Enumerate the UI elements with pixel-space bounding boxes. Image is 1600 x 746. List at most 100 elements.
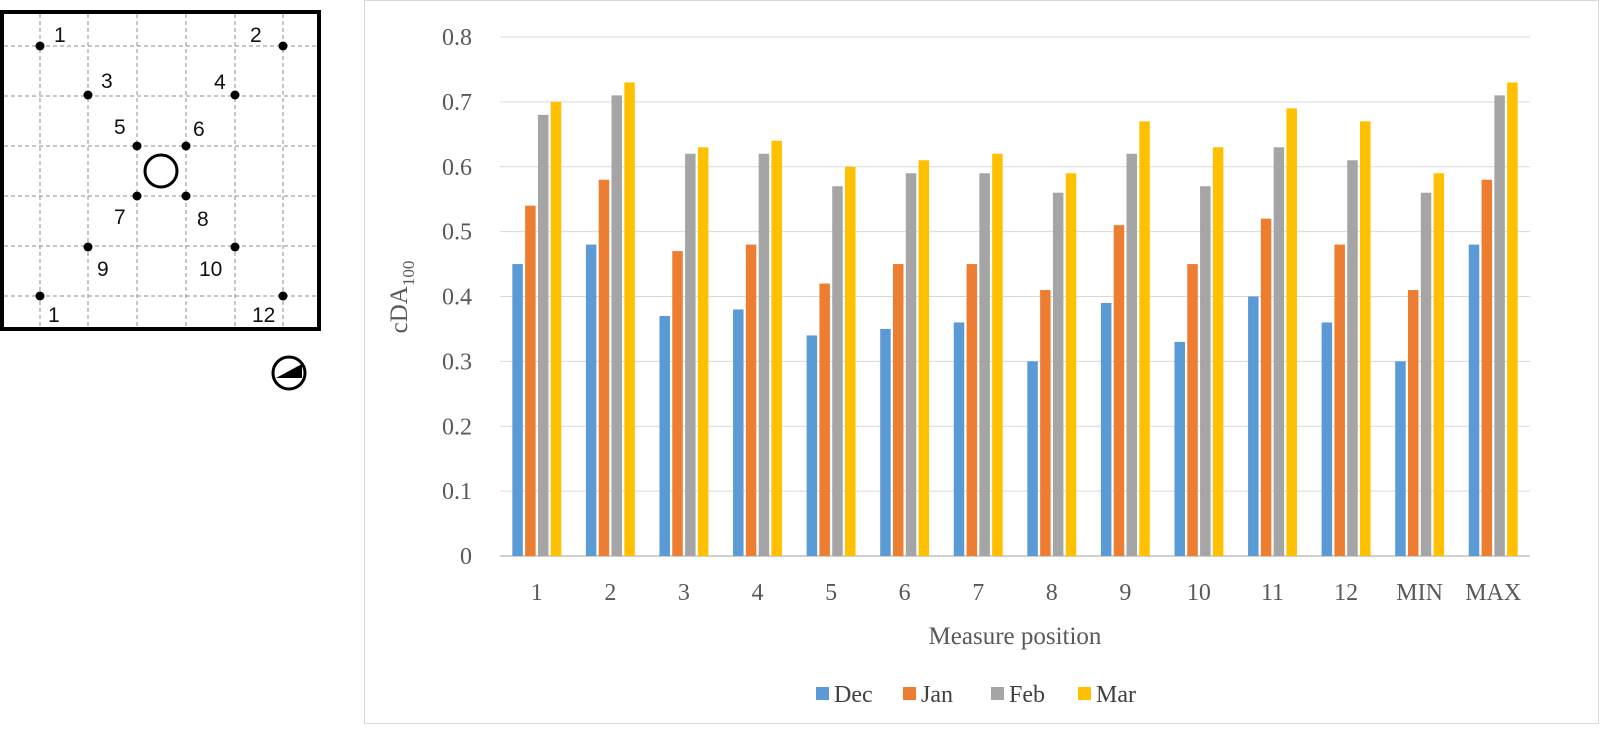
measure-point-dot: [35, 41, 45, 51]
legend-swatch: [991, 687, 1004, 700]
y-tick-label: 0: [460, 544, 472, 570]
bar-jan-6: [892, 264, 904, 556]
bar-mar-min: [1433, 173, 1445, 557]
bar-jan-9: [1113, 225, 1125, 556]
y-axis-title: cDA100: [386, 261, 418, 334]
measure-point-label: 1: [48, 304, 60, 327]
legend-swatch: [816, 687, 829, 700]
bar-mar-5: [845, 166, 856, 556]
bar-jan-1: [525, 205, 536, 557]
bar-jan-5: [819, 283, 830, 556]
x-tick-label: 2: [604, 580, 616, 606]
y-tick-label: 0.8: [442, 25, 472, 51]
measure-point-label: 9: [97, 258, 109, 281]
x-tick-label: 6: [899, 580, 911, 606]
measure-point-dot: [181, 191, 191, 201]
bar-dec-10: [1174, 341, 1185, 556]
bar-mar-12: [1360, 121, 1371, 557]
gridlines: [500, 36, 1530, 557]
y-tick-label: 0.1: [442, 479, 472, 505]
y-tick-label: 0.2: [442, 414, 472, 440]
bar-jan-8: [1040, 290, 1051, 556]
measure-point-7: 7: [114, 191, 142, 229]
measure-point-label: 1: [54, 24, 66, 47]
bar-dec-5: [806, 335, 818, 556]
measure-point-4: 4: [214, 71, 240, 100]
measure-point-label: 10: [199, 258, 222, 281]
bar-feb-4: [758, 153, 770, 556]
x-tick-label: 4: [752, 580, 764, 606]
floor-plan-grid: [4, 14, 317, 327]
x-tick-label: 7: [972, 580, 984, 606]
x-tick-label: 8: [1046, 580, 1058, 606]
bar-mar-10: [1212, 147, 1224, 556]
legend-label: Feb: [1009, 682, 1045, 708]
bar-feb-1: [537, 114, 549, 556]
legend-item-feb: Feb: [991, 682, 1045, 708]
x-axis-ticks: 1 2 3 4 5 6 7 8 9 10 11 12 MIN MAX: [531, 580, 1521, 606]
measure-point-dot: [83, 242, 93, 252]
bar-feb-8: [1052, 192, 1064, 556]
x-tick-label: MIN: [1396, 580, 1443, 606]
y-tick-label: 0.6: [442, 155, 472, 181]
measure-point-9: 9: [83, 242, 109, 281]
legend-label: Dec: [834, 682, 873, 708]
bar-feb-min: [1420, 192, 1432, 556]
bar-feb-3: [685, 153, 696, 556]
bar-jan-4: [745, 244, 757, 556]
legend-item-jan: Jan: [903, 682, 953, 708]
bar-jan-7: [966, 264, 978, 556]
y-tick-label: 0.7: [442, 90, 472, 116]
floor-plan-panel: 1 2 3 4 5 6 7 8 9 10 1 12: [0, 0, 330, 400]
measure-point-dot: [83, 90, 93, 100]
x-tick-label: MAX: [1465, 580, 1521, 606]
bar-feb-max: [1494, 95, 1505, 556]
bar-chart: 00.10.20.30.40.50.60.70.8 1 2 3 4 5 6 7 8 9 10 11 1…: [364, 0, 1599, 724]
x-tick-label: 5: [825, 580, 837, 606]
measure-point-3: 3: [83, 70, 113, 100]
chart-panel: 0 0.1 0.2 0.3 0.4 0.5 0.6 0.7 0.8 1 2 3 4 5 6 7 8 9 10 11 1…: [364, 0, 1600, 741]
x-tick-label: 3: [678, 580, 690, 606]
y-tick-label: 0.5: [442, 220, 472, 246]
bar-dec-2: [585, 244, 597, 556]
measure-point-label: 5: [114, 116, 126, 139]
bar-feb-12: [1347, 160, 1358, 556]
measure-point-12: 12: [252, 291, 288, 327]
bar-jan-12: [1334, 244, 1345, 556]
y-tick-label: 0.4: [442, 285, 472, 311]
bar-dec-6: [880, 328, 891, 556]
bar-mar-11: [1286, 108, 1297, 557]
measure-point-2: 2: [250, 24, 288, 51]
legend-item-mar: Mar: [1078, 682, 1136, 708]
measure-point-1: 1: [35, 24, 66, 51]
x-tick-label: 1: [531, 580, 543, 606]
legend-swatch: [1078, 687, 1091, 700]
bar-mar-8: [1065, 173, 1077, 557]
measure-point-label: 12: [252, 304, 275, 327]
measure-point-dot: [278, 291, 288, 301]
measure-point-dot: [132, 191, 142, 201]
bar-dec-max: [1468, 244, 1480, 556]
bar-feb-2: [611, 95, 623, 556]
measure-point-label: 3: [101, 70, 113, 93]
bar-mar-max: [1507, 82, 1518, 556]
x-axis-title: Measure position: [929, 623, 1102, 650]
orientation-compass-icon: [271, 355, 307, 391]
bar-jan-min: [1407, 290, 1419, 556]
x-tick-label: 10: [1187, 580, 1211, 606]
measure-point-11: 1: [35, 291, 60, 327]
measure-point-dot: [35, 291, 45, 301]
bar-dec-4: [733, 309, 744, 556]
x-tick-label: 11: [1261, 580, 1284, 606]
bar-feb-11: [1273, 147, 1285, 556]
bar-dec-3: [659, 315, 670, 556]
bar-dec-12: [1321, 322, 1333, 556]
measure-point-5: 5: [114, 116, 142, 151]
bars: [512, 82, 1518, 557]
y-tick-label: 0.3: [442, 349, 472, 375]
bar-dec-7: [953, 322, 965, 556]
bar-mar-9: [1139, 121, 1150, 557]
legend-swatch: [903, 687, 916, 700]
legend: Dec Jan Feb Mar: [816, 682, 1136, 708]
floor-plan-border: [0, 10, 321, 331]
